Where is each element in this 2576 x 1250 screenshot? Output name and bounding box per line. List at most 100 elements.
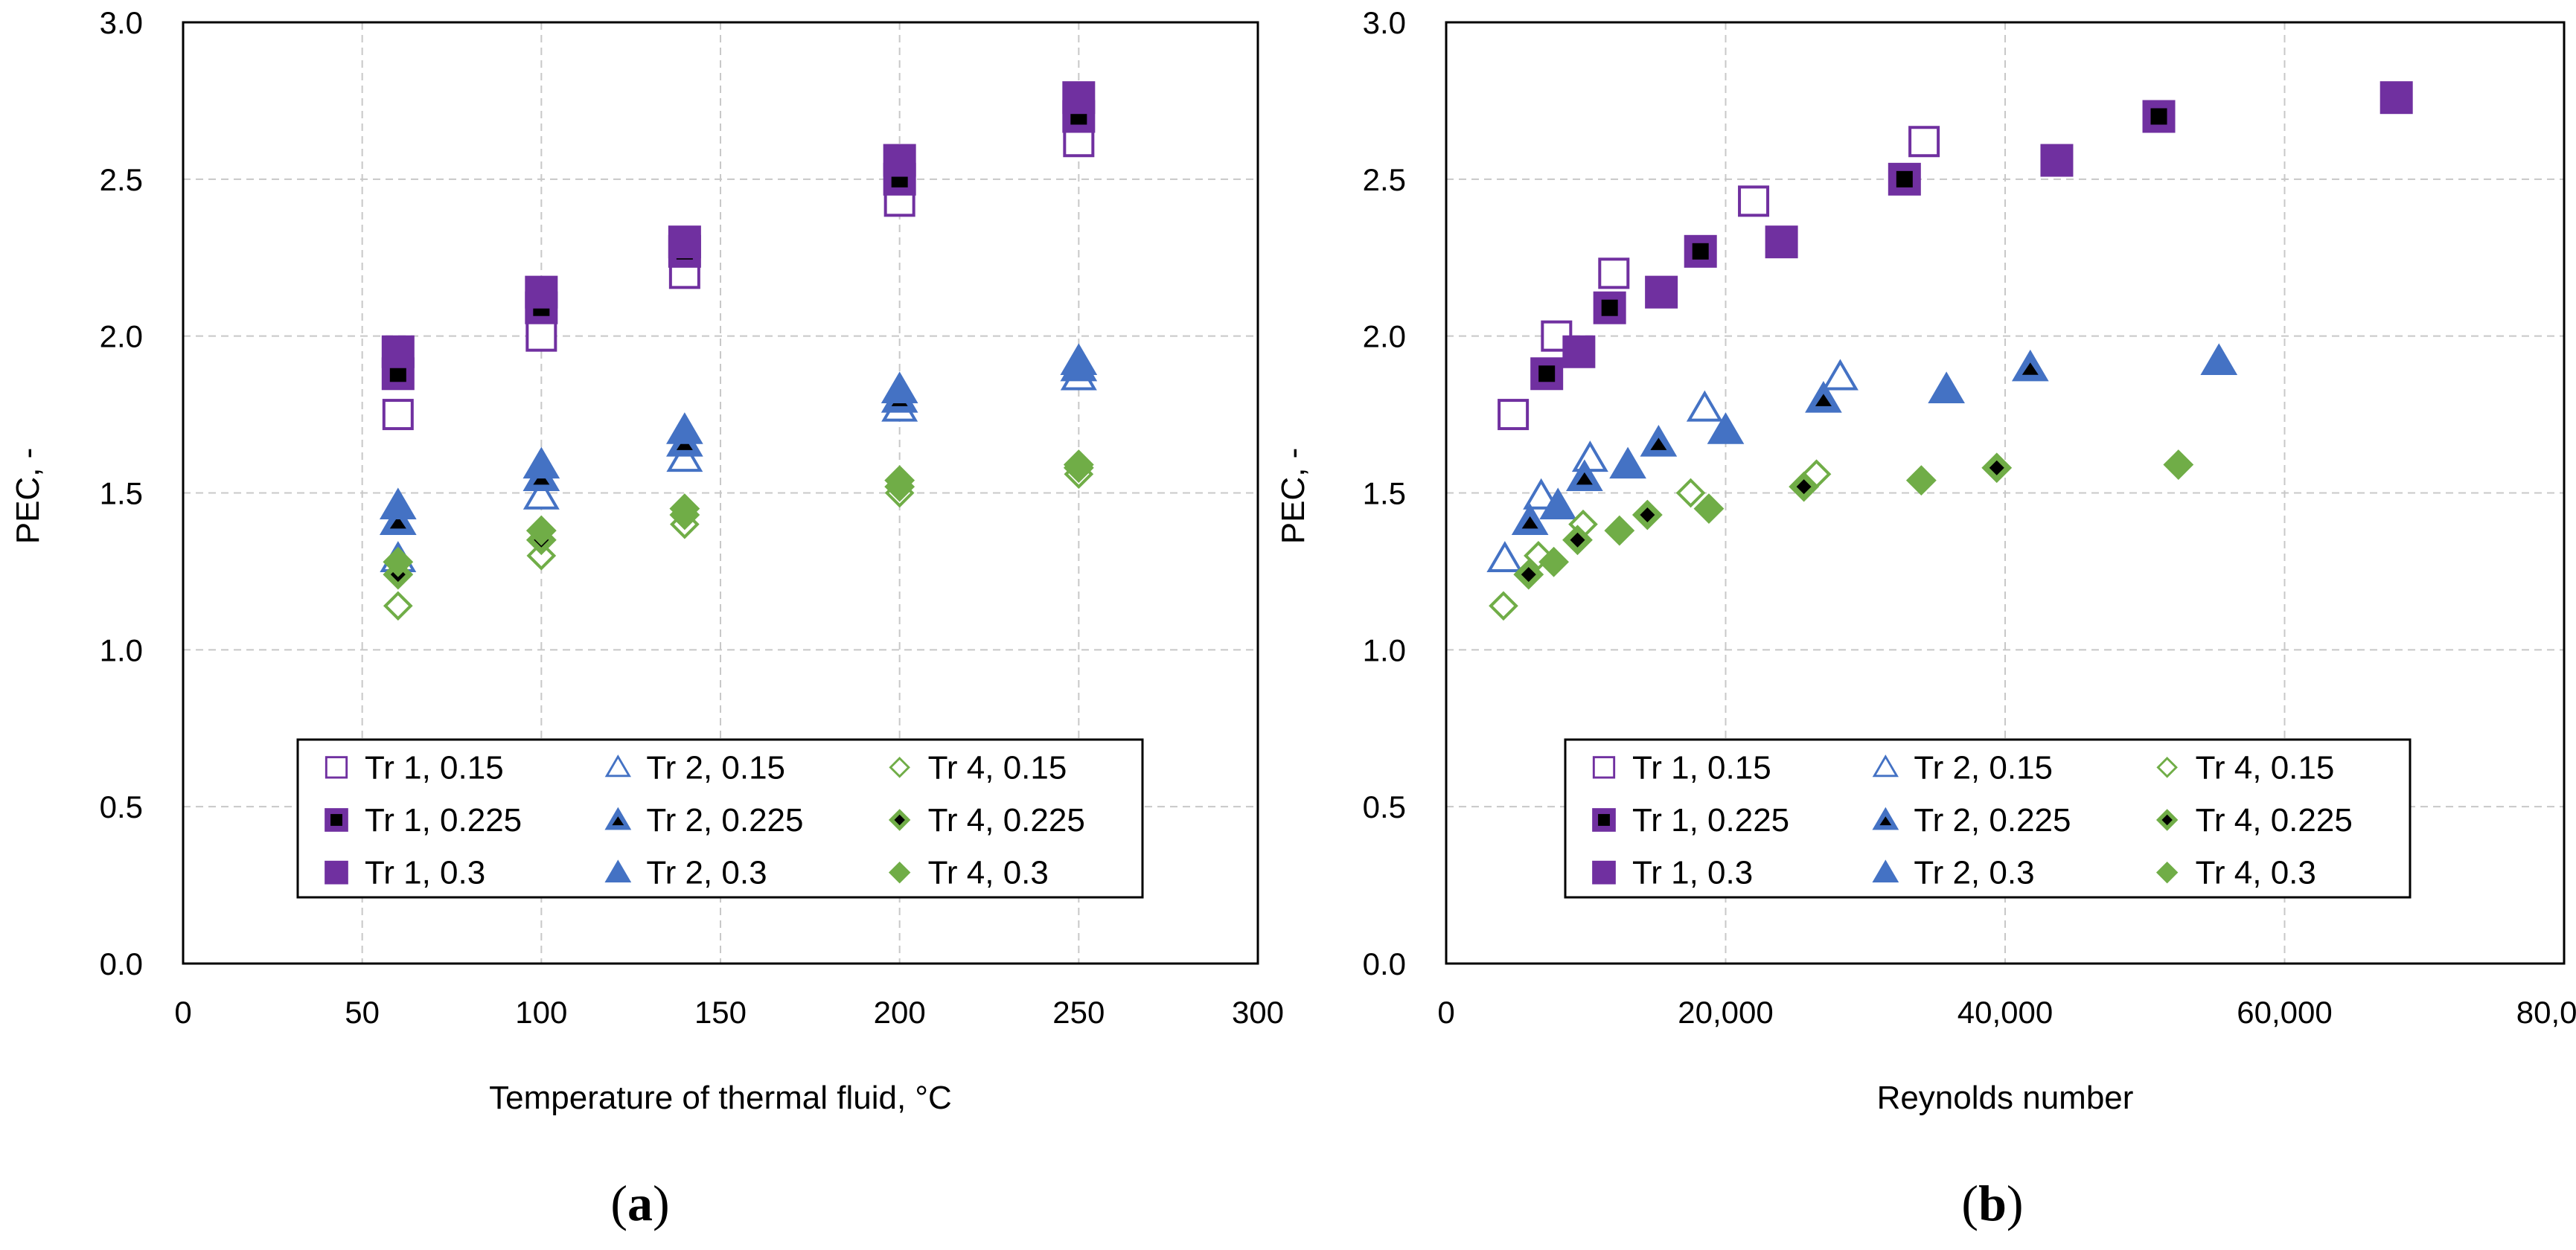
panel-a-data-point — [666, 440, 703, 472]
panel-b-data-point — [1571, 440, 1608, 472]
panel-b-legend-label: Tr 2, 0.15 — [1914, 749, 2053, 786]
panel-b-data-point — [1489, 591, 1518, 621]
panel-b-legend-marker-center — [2161, 814, 2173, 826]
panel-a-x-tick-label: 300 — [1232, 995, 1284, 1030]
panel-b-label: (b) — [1961, 1175, 2023, 1231]
panel-b-data-point — [1562, 335, 1596, 368]
panel-b-series-2 — [1530, 100, 2176, 391]
panel-a-x-tick-label: 0 — [174, 995, 191, 1030]
panel-b-legend-marker — [1872, 754, 1899, 778]
panel-b-y-axis-title: PEC, - — [1275, 448, 1311, 545]
panel-a-legend-label: Tr 4, 0.15 — [928, 749, 1067, 786]
panel-a-x-tick-label: 250 — [1052, 995, 1105, 1030]
panel-a-legend-label: Tr 1, 0.15 — [365, 749, 504, 786]
panel-a-legend-label: Tr 4, 0.225 — [928, 802, 1085, 839]
panel-b-x-tick-label: 20,000 — [1678, 995, 1773, 1030]
panel-a-legend: Tr 1, 0.15 Tr 1, 0.225 Tr 1, 0.3 Tr 2, 0.15… — [296, 738, 1144, 899]
panel-b-x-tick-label: 60,000 — [2237, 995, 2332, 1030]
panel-b-series-6 — [1539, 343, 2238, 519]
panel-b-data-point-center — [1796, 479, 1812, 495]
panel-b-y-tick-label: 0.5 — [1363, 789, 1406, 824]
panel-b-legend-label: Tr 1, 0.15 — [1632, 749, 1771, 786]
panel-b-data-point — [1523, 478, 1560, 510]
panel-a-data-point — [666, 412, 703, 444]
panel-b-legend: Tr 1, 0.15 Tr 1, 0.225 Tr 1, 0.3 Tr 2, 0.15… — [1564, 738, 2412, 899]
panel-a-data-point — [522, 478, 560, 510]
panel-a-data-point — [1063, 449, 1094, 480]
panel-b-data-point-center — [1601, 299, 1618, 316]
panel-b-legend-frame — [1564, 738, 2412, 899]
panel-b-legend-label: Tr 1, 0.3 — [1632, 855, 1753, 891]
panel-b-legend-label: Tr 2, 0.3 — [1914, 855, 2034, 891]
panel-b-series-9 — [1538, 449, 2194, 577]
panel-b-data-point-center — [1815, 394, 1832, 406]
panel-b-data-point — [1498, 399, 1530, 431]
panel-b-legend-label: Tr 4, 0.15 — [2196, 749, 2335, 786]
panel-b-data-point — [1609, 446, 1646, 479]
panel-a-label: (a) — [610, 1175, 669, 1231]
panel-b-data-point — [2163, 449, 2194, 480]
panel-a-y-tick-label: 3.0 — [100, 5, 143, 40]
panel-a-legend-marker-center — [330, 814, 342, 826]
panel-b-data-point-center — [1896, 170, 1913, 188]
panel-b-data-point-center — [1650, 438, 1667, 450]
panel-b-data-point — [1821, 359, 1859, 391]
panel-b-plot-frame — [1445, 21, 2566, 965]
panel-a-legend-marker-center — [894, 814, 905, 826]
panel-a-x-tick-label: 200 — [874, 995, 926, 1030]
panel-a-data-point — [1062, 81, 1096, 115]
panel-a-legend-marker — [889, 757, 910, 778]
panel-a-y-tick-label: 1.5 — [100, 476, 143, 511]
panel-b-data-point-center — [1570, 532, 1585, 548]
panel-b-legend-marker — [1592, 860, 1616, 885]
panel-a-data-point — [522, 446, 560, 479]
panel-a-series-3 — [381, 81, 1096, 368]
panel-b-data-point-center — [1640, 507, 1655, 523]
panel-a-data-point — [668, 225, 701, 259]
panel-a-legend-frame — [296, 738, 1144, 899]
panel-a-y-tick-label: 0.0 — [100, 946, 143, 981]
panel-b-x-axis-title: Reynolds number — [1877, 1080, 2134, 1116]
panel-b-data-point-center — [2022, 362, 2039, 375]
panel-a-data-point — [525, 320, 557, 352]
panel-b-x-tick-label: 0 — [1437, 995, 1454, 1030]
panel-a-legend-marker — [604, 754, 631, 778]
panel-b-data-point — [1593, 291, 1626, 324]
panel-a-y-tick-label: 2.0 — [100, 319, 143, 354]
panel-a-legend-label: Tr 1, 0.3 — [365, 855, 485, 891]
panel-a-series-9 — [383, 449, 1094, 577]
panel-a-y-tick-label: 2.5 — [100, 162, 143, 197]
panel-b-series-5 — [1511, 349, 2049, 536]
panel-a-plot-frame — [182, 21, 1259, 965]
panel-a-series-1 — [382, 126, 1095, 431]
panel-b-data-point — [2380, 81, 2413, 115]
panel-b-data-point-center — [2150, 108, 2167, 125]
panel-b-y-tick-label: 3.0 — [1363, 5, 1406, 40]
panel-b-data-point — [1539, 487, 1577, 519]
panel-b-series-3 — [1562, 81, 2413, 368]
panel-b-data-point-center — [1538, 365, 1556, 382]
panel-a-series-8 — [383, 452, 1094, 590]
panel-a-legend-label: Tr 1, 0.225 — [365, 802, 522, 839]
panel-a-legend-marker — [604, 859, 632, 883]
panel-b-y-tick-label: 0.0 — [1363, 946, 1406, 981]
panel-b-data-point — [1905, 465, 1937, 496]
panel-b-data-point-center — [1521, 516, 1538, 529]
panel-a-legend-label: Tr 4, 0.3 — [928, 855, 1049, 891]
panel-a-y-tick-label: 0.5 — [100, 789, 143, 824]
panel-a-x-tick-label: 50 — [345, 995, 380, 1030]
panel-a-series-4 — [380, 359, 1097, 573]
panel-b-legend-label: Tr 4, 0.3 — [2196, 855, 2316, 891]
panel-b-data-point — [1686, 390, 1723, 422]
panel-b-data-point — [1675, 478, 1706, 508]
panel-b: 0.0 0.5 1.0 1.5 2.0 2.5 3.0 0 20,000 40,000 60,000… — [1275, 5, 2576, 1231]
panel-b-data-point — [1738, 185, 1770, 217]
panel-a-data-point — [383, 546, 414, 577]
panel-b-series-1 — [1498, 126, 1940, 431]
panel-b-data-point — [1765, 225, 1798, 259]
panel-a-data-point — [381, 335, 415, 368]
panel-b-series-8 — [1513, 452, 2013, 590]
panel-b-legend-marker — [1872, 859, 1899, 883]
panel-b-data-point — [1707, 412, 1745, 444]
panel-a-series-7 — [383, 459, 1094, 621]
